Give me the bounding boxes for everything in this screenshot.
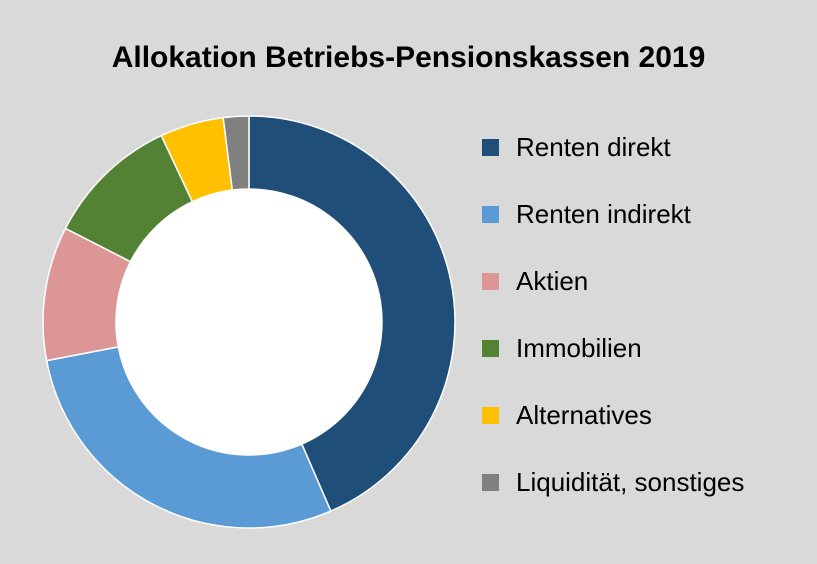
legend-item-renten-direkt: Renten direkt <box>482 128 812 195</box>
legend-swatch <box>482 139 499 156</box>
legend-swatch <box>482 474 499 491</box>
donut-hole <box>116 189 382 455</box>
legend-swatch <box>482 340 499 357</box>
legend-swatch <box>482 273 499 290</box>
legend-label: Renten direkt <box>516 132 671 162</box>
legend-swatch <box>482 407 499 424</box>
donut-slices <box>42 115 456 529</box>
legend-label: Aktien <box>516 266 589 296</box>
legend-item-renten-indirekt: Renten indirekt <box>482 195 812 262</box>
legend-item-immobilien: Immobilien <box>482 329 812 396</box>
legend-label: Alternatives <box>516 400 652 430</box>
legend-label: Immobilien <box>516 333 642 363</box>
legend: Renten direkt Renten indirekt Aktien Immobi… <box>482 128 812 530</box>
legend-item-alternatives: Alternatives <box>482 396 812 463</box>
legend-swatch <box>482 206 499 223</box>
legend-label: Renten indirekt <box>516 199 691 229</box>
chart-title: Allokation Betriebs-Pensionskassen 2019 <box>111 41 706 74</box>
legend-item-liquiditat-sonstiges: Liquidität, sonstiges <box>482 463 812 530</box>
legend-label: Liquidität, sonstiges <box>516 467 745 497</box>
legend-item-aktien: Aktien <box>482 262 812 329</box>
